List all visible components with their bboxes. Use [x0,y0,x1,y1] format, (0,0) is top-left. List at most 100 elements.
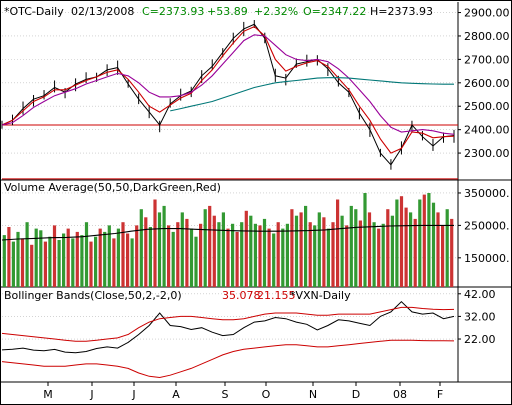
volume-bar [89,241,93,287]
volume-bar [221,212,225,287]
volume-bar [7,227,11,287]
volume-bar [139,209,143,287]
volume-title: Volume Average(50,50,DarkGreen,Red) [4,181,221,194]
volume-bar [272,233,276,287]
y-tick-label: 2300.00 [464,147,510,160]
price-symbol: *OTC-Daily [4,5,64,18]
volume-bar [253,223,257,287]
volume-bar [354,209,358,287]
volume-bar [153,199,157,287]
volume-bar [80,235,84,287]
volume-bar [336,199,340,287]
volume-bar [98,228,102,287]
x-tick-label: 08 [393,388,407,401]
volume-bar [313,225,317,287]
volume-bar [171,231,175,287]
volume-bar [84,222,89,287]
volume-bar [240,222,244,287]
volume-bar [20,238,25,287]
x-tick-label: A [172,388,180,401]
y-tick-label: 2500.00 [464,100,510,113]
volume-panel: 350000. 250000. 150000. [0,180,512,288]
price-panel: 2900.00 2800.00 2700.00 2600.00 2500.00 2400.… [0,2,512,181]
price-close-line [1,23,455,166]
y-tick-label: 150000. [464,252,510,265]
volume-bar [148,227,152,287]
volume-bar [203,209,207,287]
volume-bar [317,212,321,287]
volume-bar [52,225,57,287]
volume-bar [199,223,203,287]
volume-bar [399,196,404,287]
volume-bar [116,228,120,287]
y-tick-label: 32.00 [464,310,496,323]
y-tick-label: 22.00 [464,333,496,346]
volume-bar [322,217,326,287]
volume-bar [331,222,335,287]
volume-bar [450,218,454,287]
volume-bar [43,241,47,287]
volume-bar [308,222,312,287]
volume-bar [189,228,194,287]
bollinger-lower-value: 21.155 [257,289,296,302]
volume-bar [130,238,134,287]
volume-bar [372,222,376,287]
x-tick-label: J [89,388,93,401]
price-open: O=2347.22 [303,5,366,18]
volume-bar [208,205,212,287]
volume-bar [75,231,79,287]
volume-bar [226,228,230,287]
volume-bar [57,240,61,287]
x-tick-label: O [262,388,271,401]
moving-average-line [1,34,455,135]
volume-bar [66,228,70,287]
bollinger-panel: 42.00 32.00 22.00 [0,287,512,383]
volume-bar [422,194,426,287]
price-date: 02/13/2008 [71,5,134,18]
volume-bar [217,222,221,287]
volume-bar [418,199,422,287]
y-tick-label: 2900.00 [464,7,510,20]
volume-bar [231,223,235,287]
volume-bar [167,225,171,287]
volume-bar [299,212,303,287]
x-tick-label: S [222,388,229,401]
volume-bar [112,238,116,287]
volume-bar [390,215,394,287]
volume-bar [304,205,308,287]
y-tick-label: 250000. [464,219,510,232]
volume-bar [103,231,107,287]
bollinger-band-line [1,306,455,342]
volume-bar [30,244,34,287]
volume-bar [427,193,431,287]
x-tick-label: J [131,388,135,401]
volume-bar [267,228,271,287]
volume-bar [71,238,75,287]
volume-bar [180,212,184,287]
volume-bar [367,212,372,287]
y-tick-label: 350000. [464,187,510,200]
x-tick-label: F [437,388,443,401]
volume-bar [34,228,38,287]
volume-bar [294,215,299,287]
volume-average-line [1,224,454,241]
y-tick-label: 2600.00 [464,77,510,90]
volume-bar [395,199,399,287]
bollinger-band-line [1,339,455,379]
vxn-line [1,301,455,354]
volume-bar [235,231,239,287]
x-tick-label: N [309,388,317,401]
volume-bar [62,233,66,287]
volume-bar [107,225,111,287]
volume-bar [386,209,390,287]
volume-bar [48,236,52,287]
volume-bar [94,236,98,287]
y-tick-label: 2700.00 [464,53,510,66]
price-high: H=2373.93 [370,5,433,18]
y-tick-label: 2800.00 [464,30,510,43]
volume-bar [290,209,294,287]
price-change: +53.89 [207,5,248,18]
